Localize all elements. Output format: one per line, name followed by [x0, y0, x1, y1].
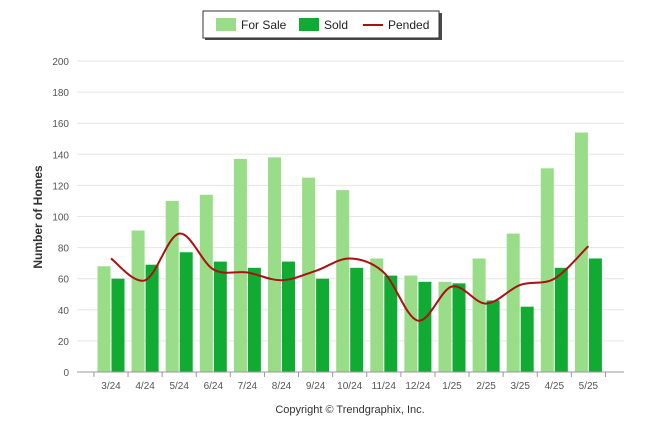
bar-sold: [350, 267, 364, 372]
bar-for-sale: [165, 200, 179, 372]
bar-sold: [418, 281, 432, 372]
bar-for-sale: [302, 177, 316, 372]
y-tick-label: 60: [58, 275, 70, 286]
bar-sold: [282, 261, 295, 372]
bar-for-sale: [540, 168, 554, 372]
y-tick-label: 100: [52, 213, 69, 224]
legend-box: [202, 10, 440, 39]
bar-sold: [452, 283, 466, 372]
bar-for-sale: [438, 281, 452, 372]
y-tick-label: 40: [58, 306, 70, 317]
bar-for-sale: [370, 258, 384, 372]
bar-sold: [213, 261, 227, 372]
bar-for-sale: [268, 157, 281, 372]
line-layer: [110, 232, 590, 322]
legend: For Sale Sold Pended: [202, 10, 442, 40]
bar-for-sale: [199, 194, 213, 372]
legend-item-for-sale[interactable]: For Sale: [216, 18, 287, 32]
bar-sold: [179, 252, 193, 372]
legend-swatch-for-sale: [216, 18, 236, 31]
x-tick-label: 4/25: [545, 381, 565, 392]
y-tick-label: 180: [52, 88, 69, 99]
bar-for-sale: [404, 275, 418, 372]
copyright-text: Copyright © Trendgraphix, Inc.: [275, 404, 424, 416]
x-tick-label: 3/24: [101, 381, 121, 392]
axis-layer: 0 20 40 60 80 100 120 140 160 180 200 3/24 4/24 5/24 6…: [52, 57, 624, 392]
line-pended: [110, 232, 590, 322]
bar-sold: [247, 267, 261, 372]
x-tick-label: 4/24: [135, 381, 155, 392]
y-tick-label: 140: [52, 150, 69, 161]
x-tick-label: 2/25: [476, 381, 496, 392]
bar-for-sale: [336, 190, 350, 372]
y-tick-label: 0: [63, 368, 69, 379]
x-tick-label: 6/24: [204, 381, 224, 392]
bar-for-sale: [233, 158, 247, 372]
legend-item-pended[interactable]: Pended: [363, 18, 429, 32]
x-tick-label: 12/24: [405, 381, 430, 392]
legend-swatch-sold: [299, 18, 319, 31]
y-tick-label: 80: [58, 244, 70, 255]
bar-for-sale: [506, 233, 520, 372]
x-tick-label: 7/24: [238, 381, 258, 392]
bar-for-sale: [472, 258, 486, 372]
legend-label-for-sale: For Sale: [241, 18, 287, 32]
y-tick-label: 200: [52, 57, 69, 68]
y-axis-title: Number of Homes: [31, 165, 45, 269]
bar-sold: [588, 258, 602, 372]
x-tick-label: 8/24: [272, 381, 292, 392]
bar-sold: [316, 278, 330, 372]
bar-sold: [486, 300, 500, 372]
bar-layer: [97, 132, 602, 372]
bar-sold: [145, 264, 159, 372]
bar-sold: [384, 275, 398, 372]
y-tick-label: 120: [52, 181, 69, 192]
bar-sold: [111, 278, 125, 372]
x-tick-label: 10/24: [337, 381, 362, 392]
legend-label-pended: Pended: [388, 18, 429, 32]
legend-label-sold: Sold: [324, 18, 348, 32]
bar-sold: [554, 267, 568, 372]
bar-sold: [520, 306, 534, 372]
bar-for-sale: [131, 230, 145, 372]
x-tick-label: 3/25: [510, 381, 530, 392]
x-tick-label: 5/25: [579, 381, 599, 392]
y-tick-label: 160: [52, 119, 69, 130]
legend-item-sold[interactable]: Sold: [299, 18, 348, 32]
y-tick-label: 20: [58, 337, 70, 348]
x-tick-label: 11/24: [372, 381, 397, 392]
bar-for-sale: [97, 266, 111, 372]
x-tick-label: 9/24: [306, 381, 326, 392]
x-tick-label: 5/24: [169, 381, 189, 392]
x-tick-label: 1/25: [442, 381, 462, 392]
